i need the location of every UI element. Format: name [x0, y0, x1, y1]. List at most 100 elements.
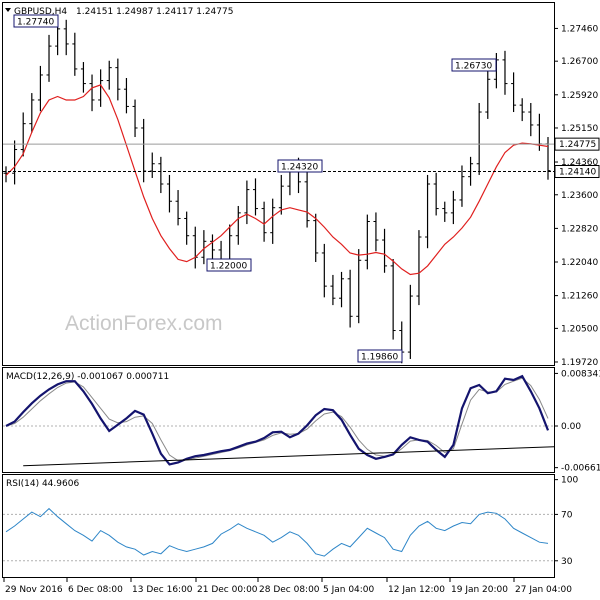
- price-bar: [261, 201, 267, 242]
- reference-price-value: 1.24140: [559, 168, 596, 178]
- macd-line: [5, 374, 550, 466]
- price-bar: [184, 211, 190, 245]
- price-bar: [20, 112, 26, 157]
- rsi-label: RSI(14) 44.9606: [6, 479, 79, 489]
- price-callout: 1.19860: [357, 349, 403, 363]
- price-tick-label: 1.25920: [561, 91, 598, 101]
- rsi-tick-label: 70: [561, 510, 573, 520]
- price-tick-label: 1.27460: [561, 24, 598, 34]
- price-tick-label: 1.24360: [561, 158, 598, 168]
- macd-panel: [2, 367, 555, 473]
- rsi-line: [5, 507, 549, 557]
- price-bar: [356, 249, 362, 324]
- x-tick-label: 19 Jan 20:00: [451, 585, 508, 595]
- price-bar: [476, 102, 482, 175]
- price-bar: [390, 258, 396, 340]
- price-bar: [12, 140, 18, 185]
- price-bar: [29, 93, 35, 133]
- callout-label: 1.19860: [361, 353, 398, 363]
- price-bar: [89, 74, 95, 112]
- price-callout: 1.27740: [13, 14, 59, 28]
- rsi-panel: [2, 474, 555, 578]
- macd-tick-label: 0.00: [561, 422, 581, 432]
- reference-price-tag: 1.24140: [554, 165, 600, 179]
- price-bar: [166, 174, 172, 213]
- price-tick-label: 1.22820: [561, 224, 598, 234]
- price-tick-label: 1.25150: [561, 124, 598, 134]
- price-bar: [123, 77, 129, 114]
- watermark: ActionForex.com: [65, 312, 223, 335]
- callout-label: 1.22000: [210, 262, 247, 272]
- price-bar: [425, 174, 431, 249]
- x-tick-label: 29 Nov 2016: [5, 585, 63, 595]
- price-bar: [115, 58, 121, 101]
- x-tick-label: 6 Dec 08:00: [68, 585, 123, 595]
- price-bar: [209, 234, 215, 259]
- current-price-tag: 1.24775: [554, 137, 600, 151]
- x-tick-label: 12 Jan 12:00: [388, 585, 445, 595]
- price-bar: [321, 243, 327, 298]
- price-bar: [347, 269, 353, 328]
- price-bar: [175, 190, 181, 226]
- price-bar: [235, 205, 241, 245]
- ohlc-values: 1.24151 1.24987 1.24117 1.24775: [76, 7, 233, 17]
- price-tick-label: 1.26700: [561, 57, 598, 67]
- symbol-label: GBPUSD,H4: [14, 7, 67, 17]
- callout-label: 1.26730: [455, 62, 492, 72]
- price-bar: [519, 98, 525, 122]
- rsi-tick-label: 100: [561, 476, 578, 486]
- macd-trendline: [23, 446, 555, 467]
- price-tick-label: 1.20500: [561, 324, 598, 334]
- x-tick-label: 28 Dec 08:00: [259, 585, 320, 595]
- price-bar: [63, 19, 69, 56]
- x-tick-label: 21 Dec 00:00: [197, 585, 258, 595]
- macd-tick-label: -0.00661: [561, 464, 600, 474]
- price-bar: [339, 271, 345, 308]
- rsi-tick-label: 30: [561, 557, 573, 567]
- moving-average-line: [5, 84, 549, 276]
- price-callout: 1.26730: [451, 58, 497, 72]
- callout-label: 1.24320: [281, 163, 318, 173]
- macd-tick-label: 0.008341: [561, 369, 600, 379]
- price-bar: [201, 230, 207, 265]
- macd-label: MACD(12,26,9) -0.001067 0.000711: [6, 372, 169, 382]
- price-bar: [37, 65, 43, 112]
- callout-label: 1.27740: [17, 18, 54, 28]
- price-bar: [382, 228, 388, 273]
- price-bar: [511, 72, 517, 113]
- price-bar: [80, 62, 86, 93]
- x-tick-label: 5 Jan 04:00: [323, 585, 375, 595]
- price-tick-label: 1.22040: [561, 258, 598, 268]
- price-bar: [459, 165, 465, 207]
- price-bar: [313, 213, 319, 263]
- price-tick-label: 1.19720: [561, 358, 598, 368]
- macd-signal-line: [5, 377, 549, 462]
- price-bar: [528, 102, 534, 137]
- dropdown-arrow-icon[interactable]: [5, 8, 11, 12]
- price-bar: [132, 99, 138, 138]
- price-bar: [433, 172, 439, 216]
- price-callout: 1.24320: [277, 159, 323, 173]
- price-bar: [450, 190, 456, 225]
- price-callout: 1.22000: [206, 258, 252, 272]
- x-tick-label: 13 Dec 16:00: [132, 585, 193, 595]
- price-bar: [278, 174, 284, 215]
- price-bar: [304, 170, 310, 228]
- price-bar: [364, 214, 370, 270]
- price-bar: [502, 50, 508, 95]
- price-bar: [158, 156, 164, 194]
- price-bar: [485, 68, 491, 119]
- price-bar: [416, 230, 422, 306]
- price-bar: [270, 198, 276, 244]
- price-bar: [98, 69, 104, 107]
- price-bar: [373, 212, 379, 252]
- current-price-value: 1.24775: [559, 140, 596, 150]
- price-bar: [72, 32, 78, 76]
- price-bar: [330, 274, 336, 306]
- price-tick-label: 1.23600: [561, 191, 598, 201]
- x-tick-label: 27 Jan 04:00: [515, 585, 572, 595]
- price-bar: [244, 180, 250, 225]
- price-tick-label: 1.21260: [561, 292, 598, 302]
- price-bar: [407, 284, 413, 359]
